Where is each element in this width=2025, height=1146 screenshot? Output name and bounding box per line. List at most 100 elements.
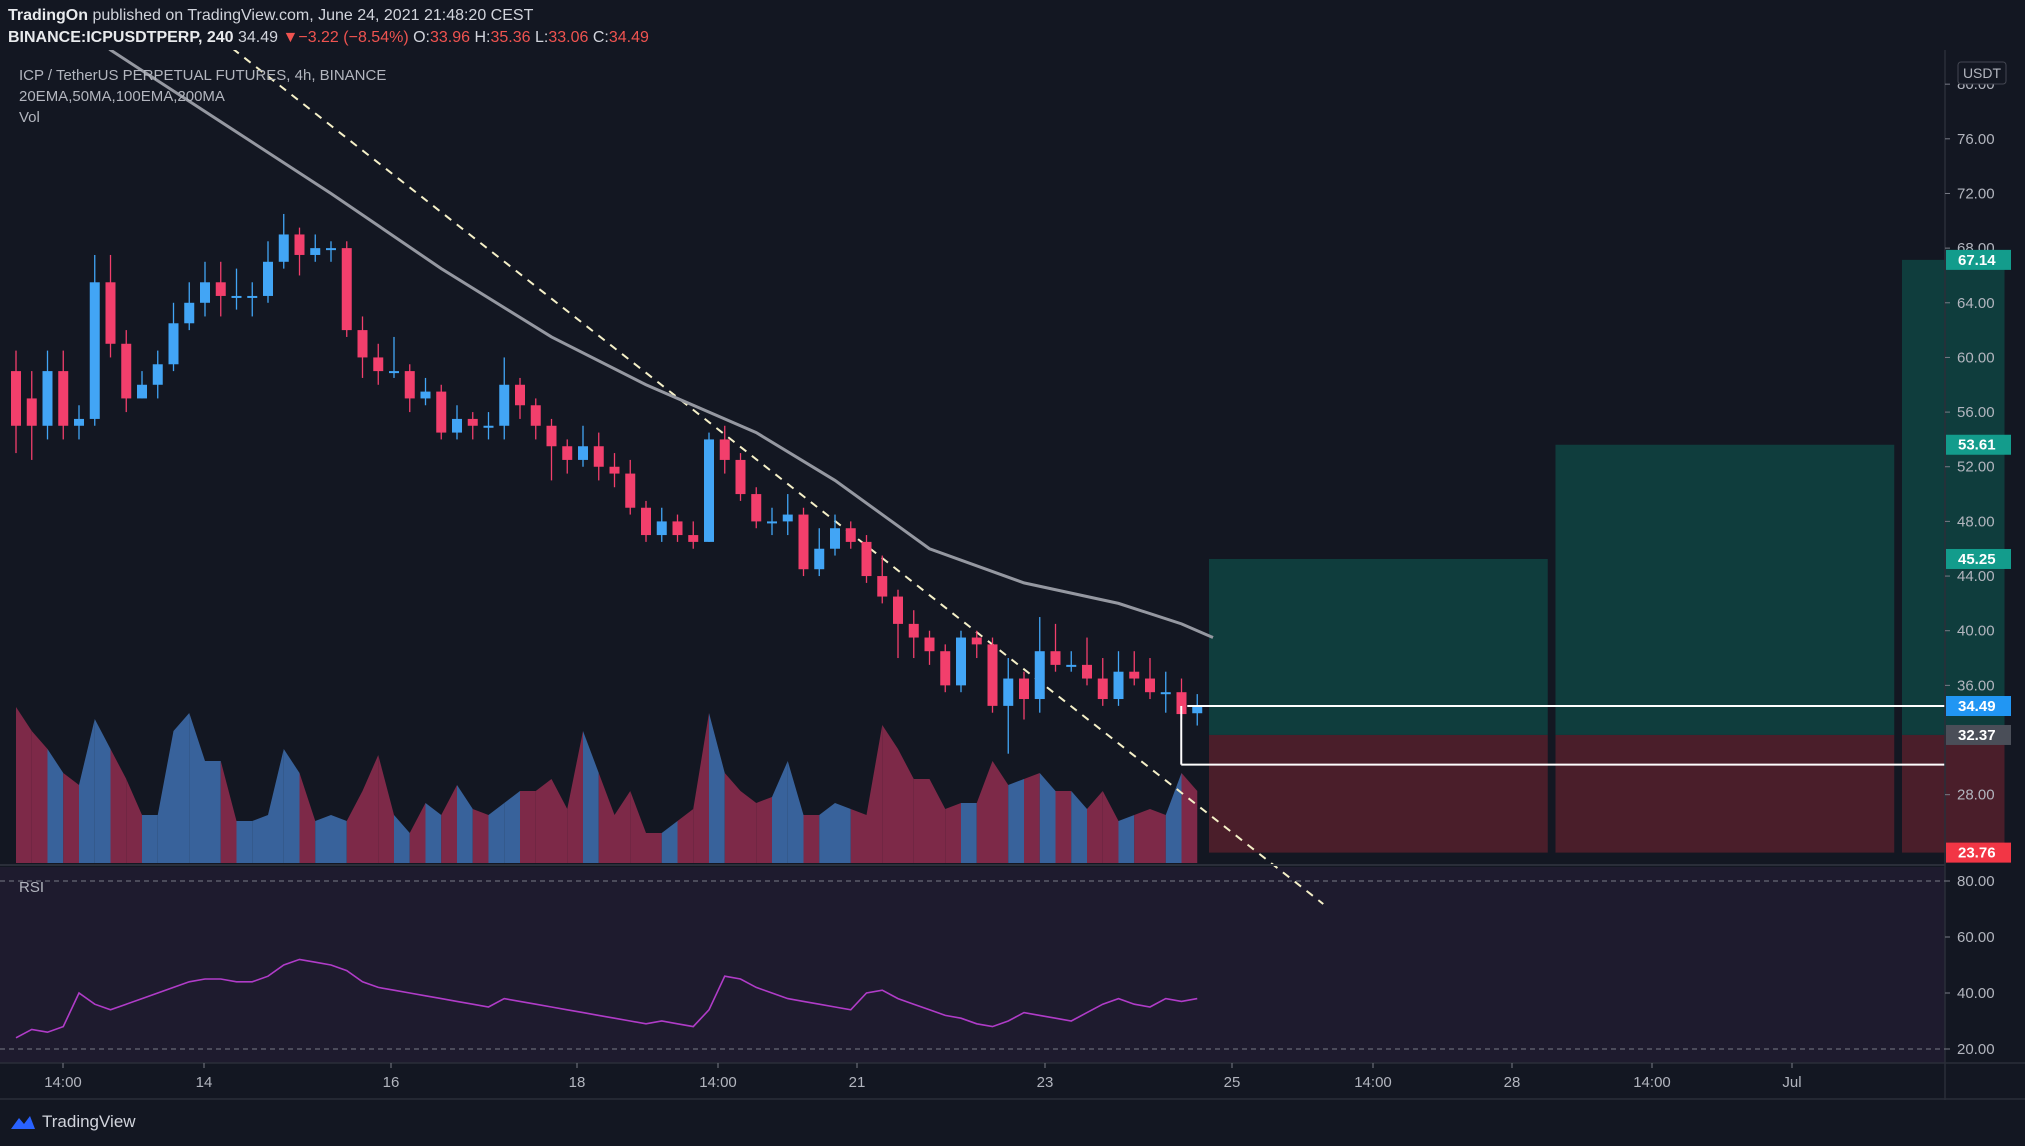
candle-body [546,425,557,447]
volume-area [803,815,820,863]
candle-body [341,248,352,331]
candle-body [467,418,478,426]
volume-area [709,713,725,863]
candle-body [751,494,762,522]
volume-area [646,833,662,863]
symbol-name[interactable]: BINANCE:ICPUSDTPERP, 240 [8,29,234,46]
time-tick-label: 28 [1504,1074,1521,1091]
candle-body [987,644,998,706]
candle-body [1113,671,1124,700]
last-price: 34.49 [238,29,279,46]
low-label: L: [534,29,549,46]
brand-label: TradingView [42,1112,136,1131]
axis-price-label: 67.14 [1958,252,1996,269]
rsi-legend[interactable]: RSI [19,879,45,896]
candle-body [1019,678,1029,700]
volume-area [441,785,457,863]
volume-area [126,779,142,863]
candle-body [373,357,384,372]
price-tick-label: 44.00 [1957,568,1995,585]
volume-area [236,821,253,863]
candle-body [735,459,746,495]
candle-body [704,439,714,542]
candle-body [137,384,147,399]
chart-title[interactable]: ICP / TetherUS PERPETUAL FUTURES, 4h, BI… [19,67,387,84]
candle-body [168,323,179,365]
price-tick-label: 36.00 [1957,677,1995,694]
volume-area [1055,791,1072,863]
candle-body [436,391,447,433]
volume-area [1150,809,1166,863]
publish-text: published on TradingView.com, June 24, 2… [92,7,534,24]
high-value: 35.36 [490,29,531,46]
volume-area [16,707,32,863]
close-label: C: [592,29,609,46]
volume-legend[interactable]: Vol [19,109,40,126]
profit-zone [1209,558,1548,735]
volume-area [945,803,961,863]
candle-body [1176,692,1187,715]
candle-body [845,528,856,542]
candle-body [688,535,699,542]
volume-area [992,761,1009,863]
volume-area [457,785,473,863]
candle-body [1003,678,1014,706]
volume-area [520,791,536,863]
change-arrow-icon: ▼ [282,29,299,46]
rsi-tick-label: 60.00 [1957,929,1995,946]
candle-body [893,596,903,624]
candle-body [1097,678,1108,700]
volume-area [677,809,694,863]
time-tick-label: 25 [1224,1074,1241,1091]
candle-body [609,466,620,474]
time-tick-label: 16 [383,1074,400,1091]
volume-area [205,761,221,863]
volume-area [756,797,772,863]
price-tick-label: 72.00 [1957,185,1995,202]
price-chart[interactable]: 80.0076.0072.0068.0064.0060.0056.0052.00… [0,50,2025,1100]
candle-body [215,282,226,296]
price-tick-label: 52.00 [1957,459,1995,476]
publisher-name[interactable]: TradingOn [8,7,88,24]
time-tick-label: 14:00 [1633,1074,1671,1091]
volume-area [299,773,316,863]
indicator-legend[interactable]: 20EMA,50MA,100EMA,200MA [19,88,225,105]
volume-area [693,713,709,863]
candle-body [184,302,195,324]
symbol-info: BINANCE:ICPUSDTPERP, 240 34.49 ▼−3.22 (−… [8,29,649,47]
volume-area [268,749,284,863]
axis-price-label-bg [1946,842,2011,863]
axis-price-label: 23.76 [1958,845,1996,862]
candle-body [89,282,100,419]
volume-area [63,773,79,863]
volume-area [346,791,363,863]
candle-body [74,418,84,426]
volume-area [1024,773,1040,863]
volume-area [362,755,379,863]
candle-body [830,528,840,549]
candle-body [877,576,888,597]
axis-price-label-bg [1946,724,2011,745]
volume-area [835,803,851,863]
candle-body [861,541,872,577]
price-tick-label: 28.00 [1957,787,1995,804]
price-tick-label: 60.00 [1957,349,1995,366]
tradingview-brand[interactable]: TradingView [10,1112,136,1132]
axis-price-label: 53.61 [1958,437,1996,454]
axis-price-label-bg [1946,548,2011,569]
volume-area [331,815,347,863]
volume-area [31,731,48,863]
volume-area [598,773,615,863]
low-value: 33.06 [548,29,589,46]
volume-area [488,803,505,863]
chart-header: TradingOn published on TradingView.com, … [0,0,2025,50]
volume-area [551,779,568,863]
candle-body [672,521,683,536]
volume-area [866,725,883,863]
volume-area [157,731,174,863]
volume-area [173,713,190,863]
candle-body [1034,651,1045,700]
volume-area [740,791,757,863]
candle-body [499,384,510,426]
candle-body [719,439,730,460]
